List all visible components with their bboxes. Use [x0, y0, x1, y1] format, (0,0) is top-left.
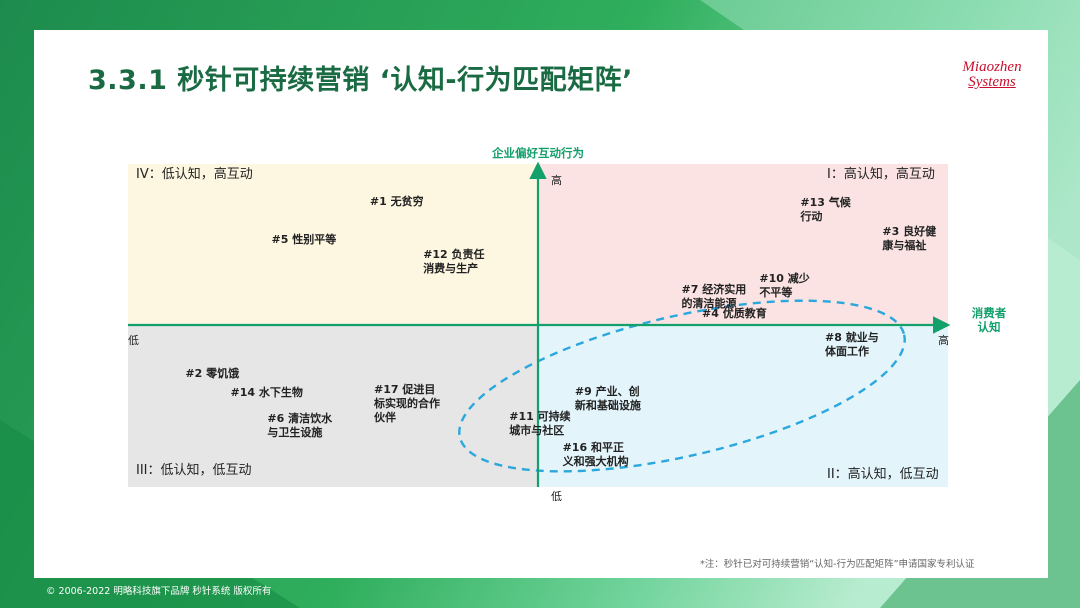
copyright-text: © 2006-2022 明略科技旗下品牌 秒针系统 版权所有 — [46, 586, 272, 597]
sdg-point-8: #8 就业与 体面工作 — [825, 331, 879, 359]
quadrant-iv-bg — [128, 164, 538, 325]
y-low-label: 低 — [551, 490, 562, 503]
sdg-point-12: #12 负责任 消费与生产 — [423, 247, 485, 275]
sdg-point-16: #16 和平正 义和强大机构 — [562, 440, 629, 468]
sdg-point-9: #9 产业、创 新和基础设施 — [574, 384, 641, 412]
logo-line1: Miaozhen — [962, 59, 1022, 75]
sdg-point-11: #11 可持续 城市与社区 — [509, 410, 571, 438]
patent-note: *注：秒针已对可持续营销“认知-行为匹配矩阵”申请国家专利认证 — [700, 559, 975, 570]
logo-line2: Systems — [968, 74, 1016, 90]
sdg-point-13: #13 气候 行动 — [800, 196, 851, 224]
quadrant-i-bg — [538, 164, 948, 325]
sdg-point-1: #1 无贫穷 — [369, 194, 424, 208]
quadrant-iii-bg — [128, 325, 538, 487]
sdg-point-6: #6 清洁饮水 与卫生设施 — [267, 411, 333, 439]
quadrant-ii-bg — [538, 325, 948, 487]
quadrant-i-label: I：高认知，高互动 — [827, 167, 935, 182]
slide-title: 3.3.1 秒针可持续营销 ‘认知-行为匹配矩阵’ — [88, 65, 633, 96]
sdg-point-10: #10 减少 不平等 — [759, 271, 810, 299]
y-axis-title: 企业偏好互动行为 — [492, 146, 584, 160]
y-high-label: 高 — [551, 174, 562, 187]
sdg-point-14: #14 水下生物 — [230, 386, 303, 400]
sdg-point-5: #5 性别平等 — [271, 233, 337, 247]
quadrant-iv-label: IV：低认知，高互动 — [136, 167, 253, 182]
miaozhen-logo: Miaozhen Systems — [958, 60, 1026, 90]
sdg-point-2: #2 零饥饿 — [185, 366, 240, 380]
sdg-point-3: #3 良好健 康与福祉 — [882, 225, 937, 253]
sdg-point-17: #17 促进目 标实现的合作 伙伴 — [374, 382, 440, 424]
quadrant-iii-label: III：低认知，低互动 — [136, 463, 252, 478]
sdg-point-7: #7 经济实用 的清洁能源 — [681, 283, 747, 311]
quadrant-ii-label: II：高认知，低互动 — [827, 467, 939, 482]
x-low-label: 低 — [128, 334, 139, 347]
x-axis-title: 消费者 认知 — [971, 306, 1007, 334]
x-high-label: 高 — [938, 334, 949, 347]
sdg-point-4: #4 优质教育 — [702, 307, 767, 321]
highlight-ellipse — [458, 299, 906, 473]
